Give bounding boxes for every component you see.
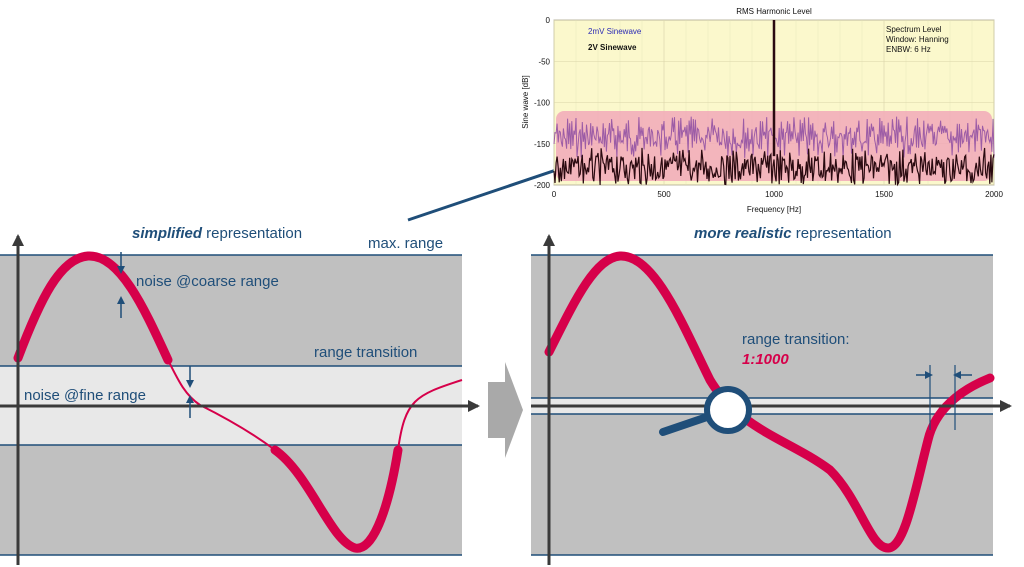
x-tick-label: 500 (657, 190, 671, 199)
noise-coarse-label: noise @coarse range (136, 273, 279, 290)
y-tick-label: -100 (534, 99, 551, 108)
chart-ticks: 0 500 1000 1500 2000 0 -50 -100 -150 -200 (534, 16, 1003, 199)
left-signal-fine-rising (397, 379, 463, 451)
x-tick-label: 1500 (875, 190, 893, 199)
y-tick-label: -200 (534, 181, 551, 190)
chart-title: RMS Harmonic Level (736, 7, 812, 16)
chart-series (553, 20, 995, 187)
range-transition-label: range transition (314, 344, 417, 361)
ratio-label: 1:1000 (742, 351, 789, 368)
right-title: more realistic representation (694, 225, 892, 242)
magnifier-handle (659, 412, 714, 436)
series-2v-line (553, 147, 995, 187)
left-title: simplified representation (132, 225, 302, 242)
left-panel: simplified representation max. range noi… (0, 225, 480, 565)
noise-fine-label: noise @fine range (24, 387, 146, 404)
info-spectrum: Spectrum Level (886, 25, 942, 34)
y-tick-label: -50 (538, 57, 550, 66)
left-signal-coarse-upper (13, 251, 173, 365)
legend-2mv: 2mV Sinewave (588, 27, 642, 36)
right-panel: more realistic representation range tran… (531, 225, 1012, 565)
info-enbw: ENBW: 6 Hz (886, 45, 931, 54)
x-tick-label: 1000 (765, 190, 783, 199)
info-window: Window: Hanning (886, 35, 949, 44)
left-signal-coarse-lower (270, 445, 403, 553)
right-range-transition-label: range transition: (742, 331, 850, 348)
legend-2v: 2V Sinewave (588, 43, 637, 52)
y-tick-label: -150 (534, 140, 551, 149)
right-signal (544, 251, 995, 553)
y-tick-label: 0 (546, 16, 551, 25)
x-tick-label: 2000 (985, 190, 1003, 199)
spectrum-chart: RMS Harmonic Level 0 500 1000 1500 2000 0 -50 -… (521, 7, 1003, 214)
x-axis-label: Frequency [Hz] (747, 205, 801, 214)
transform-arrow-icon (488, 362, 523, 458)
max-range-label: max. range (368, 235, 443, 252)
y-axis-label: Sine wave [dB] (521, 75, 530, 128)
magnifier-icon (704, 386, 752, 434)
x-tick-label: 0 (552, 190, 557, 199)
